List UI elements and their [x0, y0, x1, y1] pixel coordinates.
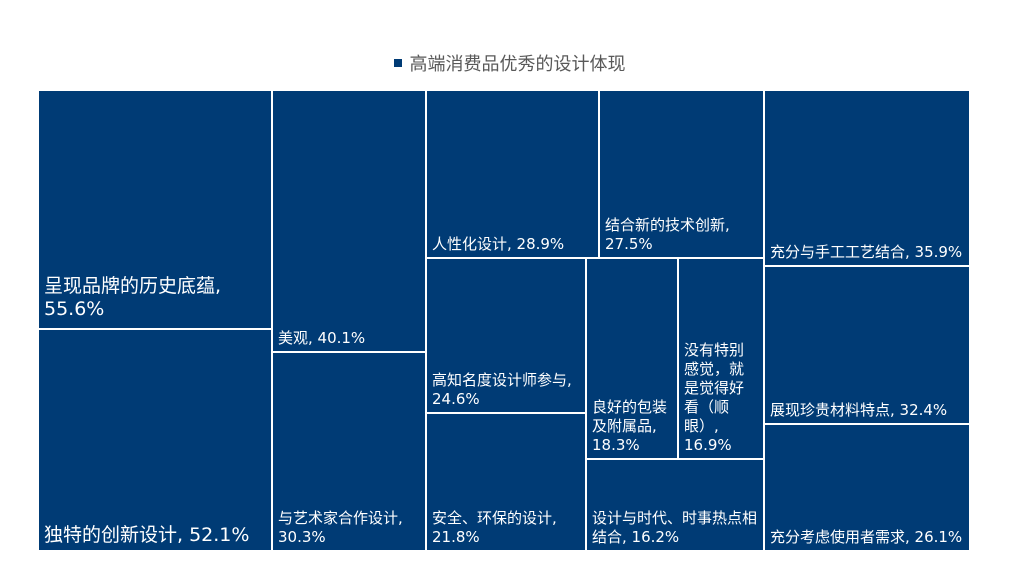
- legend-label: 高端消费品优秀的设计体现: [409, 54, 626, 75]
- treemap-cell-label: 充分考虑使用者需求, 26.1%: [764, 424, 970, 551]
- treemap-cell-label: 与艺术家合作设计, 30.3%: [272, 352, 426, 551]
- treemap-cell: [598, 89, 765, 259]
- treemap-cell: [763, 265, 971, 425]
- treemap-cell-text: 展现珍贵材料特点, 32.4%: [770, 401, 948, 419]
- treemap-cell-label: 展现珍贵材料特点, 32.4%: [764, 266, 970, 424]
- treemap-cell-text: 独特的创新设计, 52.1%: [44, 524, 250, 546]
- treemap-cell-text: 人性化设计, 28.9%: [432, 235, 565, 253]
- treemap-cell-label: 没有特别感觉，就是觉得好看（顺眼）, 16.9%: [678, 258, 764, 459]
- treemap-cell: [677, 257, 765, 460]
- treemap-cell: [425, 412, 587, 552]
- treemap-cell: [425, 257, 587, 414]
- chart-legend: 高端消费品优秀的设计体现: [0, 50, 1019, 76]
- legend-swatch: [393, 59, 402, 67]
- treemap-cell-text: 高知名度设计师参与, 24.6%: [432, 371, 572, 408]
- treemap-cell-text: 呈现品牌的历史底蕴, 55.6%: [44, 275, 222, 320]
- treemap-cell: [271, 89, 427, 353]
- treemap-cell-label: 充分与手工工艺结合, 35.9%: [764, 90, 970, 266]
- treemap-cell-label: 结合新的技术创新, 27.5%: [599, 90, 764, 258]
- treemap-cell: [585, 458, 765, 552]
- treemap-cell-label: 呈现品牌的历史底蕴, 55.6%: [38, 90, 272, 325]
- treemap-cell-label: 高知名度设计师参与, 24.6%: [426, 258, 586, 413]
- treemap-cell-text: 安全、环保的设计, 21.8%: [432, 509, 557, 546]
- treemap-cell-text: 良好的包装及附属品, 18.3%: [592, 398, 668, 454]
- treemap-cell-text: 充分考虑使用者需求, 26.1%: [770, 528, 963, 546]
- treemap-cell-label: 独特的创新设计, 52.1%: [38, 329, 272, 551]
- treemap-cell-text: 结合新的技术创新, 27.5%: [605, 216, 730, 253]
- treemap-cell-label: 良好的包装及附属品, 18.3%: [586, 258, 678, 459]
- treemap-cell-label: 人性化设计, 28.9%: [426, 90, 599, 258]
- treemap-cell: [271, 351, 427, 552]
- treemap-cell: [763, 89, 971, 267]
- treemap-cell-label: 设计与时代、时事热点相结合, 16.2%: [586, 459, 764, 551]
- treemap-cell-text: 没有特别感觉，就是觉得好看（顺眼）, 16.9%: [684, 341, 745, 454]
- treemap-cell-label: 安全、环保的设计, 21.8%: [426, 413, 586, 551]
- treemap-cell-text: 充分与手工工艺结合, 35.9%: [770, 243, 963, 261]
- treemap-cell-label: 美观, 40.1%: [272, 90, 426, 352]
- treemap-cell-text: 美观, 40.1%: [278, 329, 366, 347]
- treemap-cell-text: 设计与时代、时事热点相结合, 16.2%: [592, 509, 758, 546]
- treemap-cell: [37, 89, 273, 330]
- treemap-cell-text: 与艺术家合作设计, 30.3%: [278, 509, 403, 546]
- treemap-cell: [763, 423, 971, 552]
- treemap-cell: [37, 328, 273, 552]
